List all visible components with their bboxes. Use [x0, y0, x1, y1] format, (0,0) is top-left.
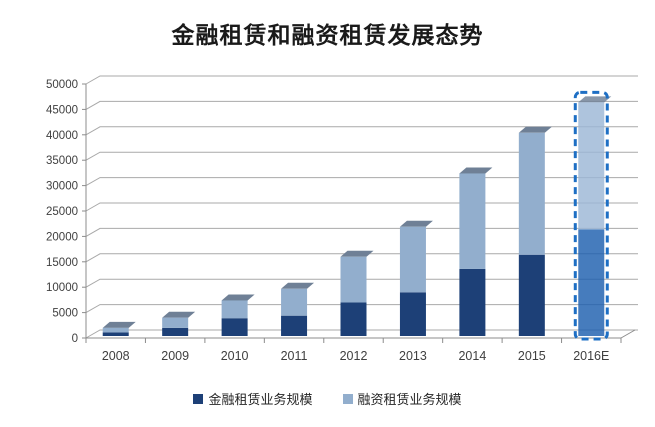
x-axis-label: 2011 [281, 349, 308, 363]
y-tick-label: 5000 [52, 308, 78, 320]
bar-segment-dark-2013[interactable] [399, 292, 426, 336]
x-axis-label: 2012 [340, 349, 368, 363]
y-tick-label: 15000 [46, 257, 78, 269]
bar-segment-light-2014[interactable] [459, 173, 486, 269]
x-axis-label: 2015 [518, 349, 546, 363]
bar-segment-light-2013[interactable] [399, 226, 426, 293]
legend-swatch-icon [342, 393, 353, 404]
gridline [85, 151, 638, 161]
chart-title: 金融租赁和融资租赁发展态势 [171, 22, 484, 48]
y-tick-label: 10000 [46, 282, 78, 294]
y-tick-label: 50000 [46, 79, 78, 91]
bar-segment-dark-2014[interactable] [459, 268, 486, 336]
gridline [85, 304, 638, 314]
x-axis-label: 2016E [573, 349, 609, 363]
legend-item[interactable]: 融资租赁业务规模 [342, 389, 462, 408]
gridline [85, 253, 638, 263]
y-tick-label: 40000 [46, 130, 78, 142]
gridline [85, 100, 638, 110]
bar-top-face [221, 294, 255, 301]
y-tick-label: 45000 [46, 104, 78, 116]
highlight-dashed-outline[interactable] [573, 90, 609, 341]
bar-segment-dark-2009[interactable] [162, 327, 189, 336]
gridline [85, 329, 638, 339]
y-tick-label: 25000 [46, 206, 78, 218]
gridline [85, 75, 638, 85]
gridline [85, 227, 638, 237]
bar-segment-light-2015[interactable] [518, 132, 545, 255]
bar-segment-dark-2012[interactable] [340, 302, 367, 336]
bar-segment-light-2009[interactable] [162, 317, 189, 328]
bar-top-face [518, 126, 552, 133]
x-axis-label: 2013 [399, 349, 427, 363]
bar-segment-light-2012[interactable] [340, 256, 367, 303]
bar-top-face [162, 311, 196, 318]
bar-segment-dark-2016E[interactable] [578, 229, 605, 336]
bar-segment-dark-2011[interactable] [281, 315, 308, 336]
bar-top-face [340, 250, 374, 257]
legend-label: 融资租赁业务规模 [357, 392, 462, 407]
bar-segment-light-2010[interactable] [221, 300, 248, 319]
legend-swatch-icon [193, 393, 204, 404]
bar-top-face [578, 96, 612, 103]
bar-segment-dark-2008[interactable] [102, 332, 129, 336]
floor-edge [620, 329, 636, 339]
chart-legend: 金融租赁业务规模 融资租赁业务规模 [0, 389, 655, 408]
gridline [85, 202, 638, 212]
bar-segment-light-2008[interactable] [102, 327, 129, 333]
bar-segment-dark-2010[interactable] [221, 318, 248, 336]
bar-top-face [102, 321, 136, 328]
bar-top-face [459, 167, 493, 174]
legend-label: 金融租赁业务规模 [208, 392, 313, 407]
y-tick-label: 20000 [46, 231, 78, 243]
bar-top-face [281, 282, 315, 289]
bar-segment-light-2011[interactable] [281, 288, 308, 316]
x-axis-label: 2009 [161, 349, 189, 363]
y-tick-label: 0 [72, 333, 78, 345]
bar-top-face [399, 220, 433, 227]
x-axis-label: 2014 [458, 349, 486, 363]
x-axis-label: 2008 [102, 349, 130, 363]
y-tick-label: 35000 [46, 155, 78, 167]
y-tick-label: 30000 [46, 181, 78, 193]
legend-item[interactable]: 金融租赁业务规模 [193, 389, 313, 408]
gridline [85, 177, 638, 187]
bar-segment-light-2016E[interactable] [578, 102, 605, 230]
bar-segment-dark-2015[interactable] [518, 254, 545, 336]
gridline [85, 126, 638, 136]
x-axis-label: 2010 [221, 349, 249, 363]
gridline [85, 278, 638, 288]
